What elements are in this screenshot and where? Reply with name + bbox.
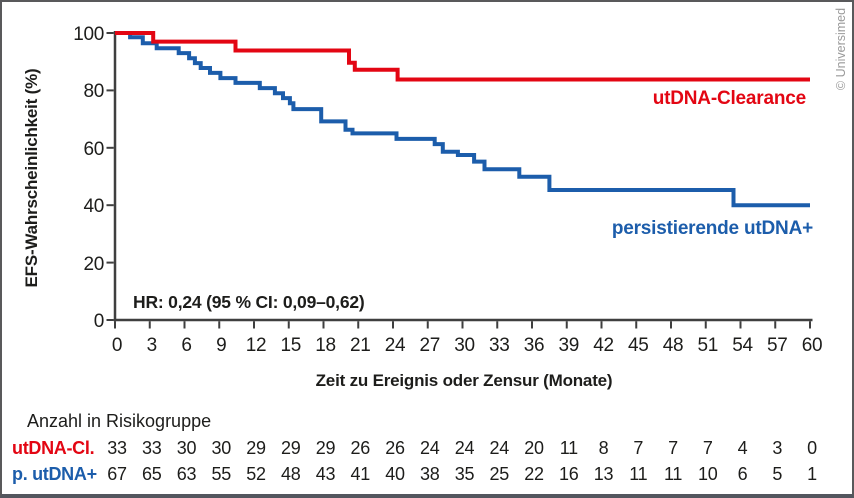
x-tick-label: 36	[523, 335, 545, 356]
x-tick-label: 45	[627, 335, 649, 356]
y-tick-label: 20	[83, 253, 104, 275]
risk-table-title: Anzahl in Risikogruppe	[27, 411, 212, 431]
risk-value: 1	[807, 464, 817, 484]
risk-value: 6	[737, 464, 748, 484]
x-tick-label: 33	[488, 335, 510, 356]
risk-value: 30	[211, 438, 232, 458]
y-tick-label: 100	[73, 24, 104, 45]
x-tick-label: 30	[454, 335, 475, 356]
risk-value: 38	[420, 464, 440, 484]
risk-value: 16	[559, 464, 579, 484]
risk-value: 7	[633, 438, 644, 458]
risk-value: 26	[350, 438, 371, 458]
risk-value: 33	[107, 438, 127, 458]
y-tick-label: 40	[83, 196, 104, 218]
risk-value: 24	[489, 438, 510, 458]
risk-row-label: utDNA-Cl.	[12, 438, 95, 458]
risk-value: 35	[454, 464, 475, 484]
risk-value: 55	[211, 464, 232, 484]
x-axis-title: Zeit zu Ereignis oder Zensur (Monate)	[315, 371, 613, 390]
risk-value: 63	[176, 464, 197, 484]
x-tick-label: 15	[280, 335, 302, 356]
risk-value: 10	[698, 464, 718, 484]
x-tick-label: 18	[315, 335, 336, 356]
risk-value: 67	[107, 464, 127, 484]
x-tick-label: 0	[111, 335, 123, 356]
copyright-credit: © Universimed	[834, 7, 848, 91]
risk-value: 4	[737, 438, 748, 458]
risk-value: 29	[281, 438, 301, 458]
x-tick-label: 3	[146, 335, 158, 356]
series-curve-persistierende-utdna-	[115, 31, 810, 208]
y-tick-label: 60	[83, 138, 104, 160]
x-tick-label: 12	[245, 335, 267, 356]
risk-value: 5	[772, 464, 783, 484]
risk-value: 65	[142, 464, 162, 484]
risk-value: 24	[420, 438, 440, 458]
x-tick-label: 9	[216, 335, 227, 356]
x-tick-label: 24	[384, 335, 406, 356]
x-tick-label: 57	[766, 335, 788, 356]
y-tick-label: 0	[93, 311, 105, 332]
risk-value: 20	[524, 438, 544, 458]
risk-value: 29	[315, 438, 336, 458]
risk-value: 41	[350, 464, 371, 484]
risk-value: 11	[663, 464, 683, 484]
risk-value: 11	[629, 464, 648, 484]
risk-value: 52	[246, 464, 266, 484]
risk-value: 33	[142, 438, 162, 458]
x-tick-label: 39	[558, 335, 580, 356]
series-curve-utdna-clearance	[115, 31, 810, 82]
risk-value: 7	[702, 438, 713, 458]
risk-value: 40	[385, 464, 405, 484]
x-tick-label: 21	[349, 335, 371, 356]
hr-annotation: HR: 0,24 (95 % CI: 0,09–0,62)	[133, 292, 365, 312]
risk-value: 43	[315, 464, 336, 484]
x-tick-label: 54	[732, 335, 753, 356]
y-tick-label: 80	[83, 81, 104, 103]
legend-utdna-clearance: utDNA-Clearance	[652, 88, 806, 109]
x-tick-label: 42	[593, 335, 614, 356]
x-tick-label: 51	[697, 335, 719, 356]
x-tick-label: 60	[801, 335, 823, 356]
risk-value: 26	[385, 438, 405, 458]
risk-value: 24	[454, 438, 475, 458]
legend-persistierende-utdna: persistierende utDNA+	[611, 218, 813, 239]
risk-value: 29	[246, 438, 266, 458]
risk-value: 7	[668, 438, 678, 458]
risk-value: 48	[281, 464, 301, 484]
x-tick-label: 27	[419, 335, 441, 356]
risk-value: 0	[807, 438, 817, 458]
risk-value: 30	[176, 438, 197, 458]
risk-value: 8	[598, 438, 609, 458]
x-tick-label: 48	[662, 335, 684, 356]
risk-value: 25	[489, 464, 510, 484]
y-axis-title: EFS-Wahrscheinlichkeit (%)	[22, 68, 41, 288]
x-tick-label: 6	[181, 335, 192, 356]
risk-value: 22	[524, 464, 544, 484]
risk-value: 3	[772, 438, 783, 458]
risk-value: 11	[559, 438, 578, 458]
risk-value: 13	[593, 464, 614, 484]
risk-row-label: p. utDNA+	[12, 464, 97, 484]
